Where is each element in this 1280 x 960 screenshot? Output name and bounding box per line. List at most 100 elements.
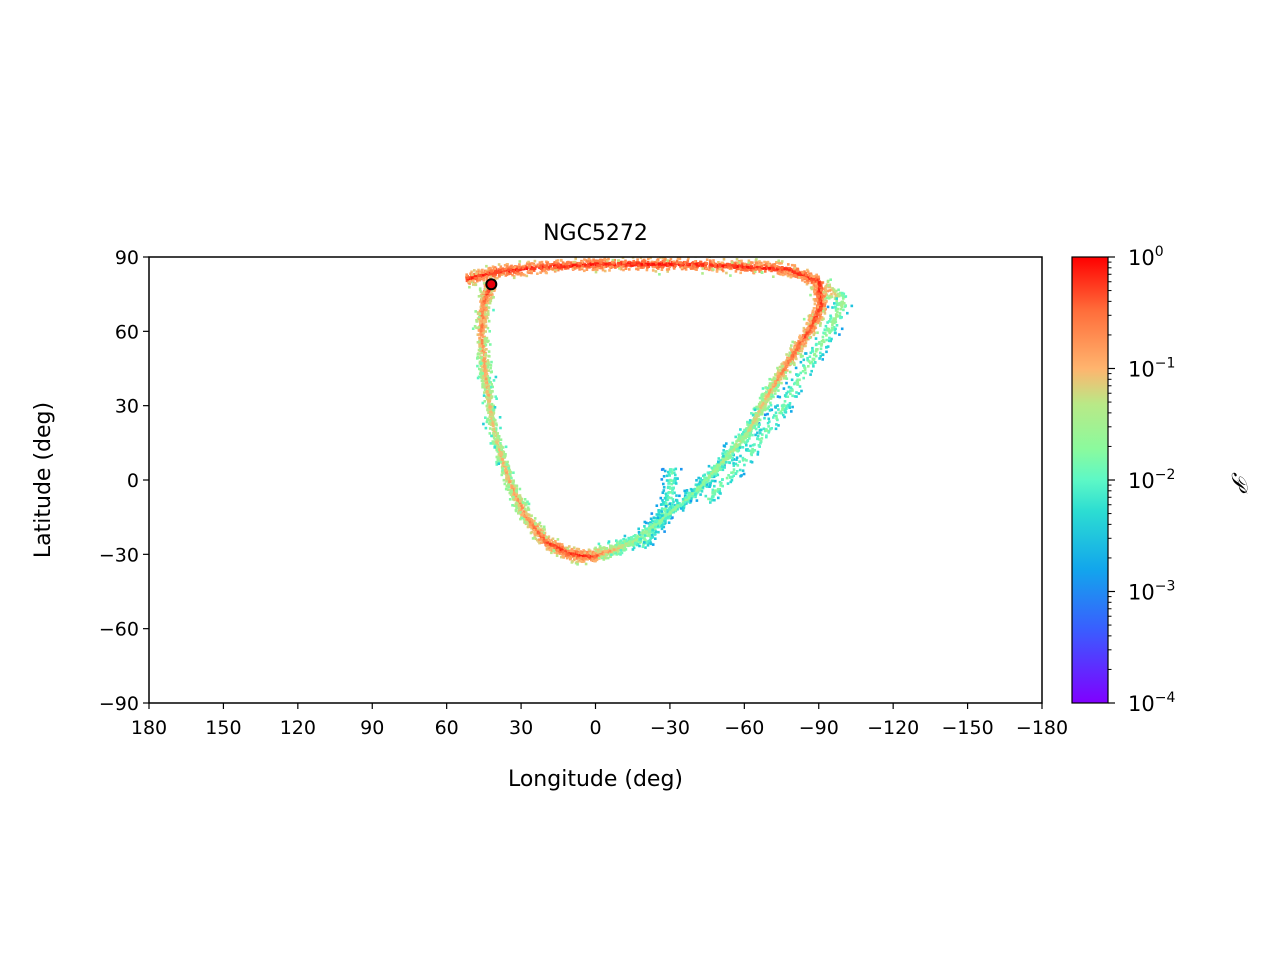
stream-branch-2-point [840,304,843,308]
stream-halo-point [746,439,750,442]
stream-halo-point [489,370,493,374]
stream-halo-point [523,498,527,501]
stream-core-point [466,276,469,280]
stream-halo-point [593,268,597,271]
stream-core-point [600,264,603,268]
stream-halo-point [645,268,649,272]
stream-halo-point [681,509,685,512]
stream-core-point [801,342,805,345]
stream-halo-point [479,364,483,367]
stream-core-point [666,510,670,514]
stream-core-point [771,266,775,270]
stream-core-point [818,297,821,301]
stream-core-point [773,388,776,391]
stream-core-point [754,415,757,419]
stream-core-point [817,292,821,296]
stream-halo-point [724,455,728,459]
stream-halo-point [534,537,538,541]
stream-halo-point [598,266,602,270]
stream-halo-point [525,503,528,506]
stream-halo-point [764,270,767,273]
stream-halo-point [517,512,520,515]
stream-halo-point [513,274,516,278]
stream-halo-point [812,333,816,337]
stream-halo-point [485,315,488,318]
stream-halo-point [717,457,721,460]
stream-core-point [580,266,584,270]
stream-core-point [816,298,820,302]
stream-branch-1-point [660,478,664,481]
stream-halo-point [721,468,725,472]
stream-core-point [819,287,822,290]
stream-core-point [710,474,714,478]
stream-halo-point [579,560,583,563]
stream-halo-point [791,340,794,344]
stream-branch-2-point [713,498,716,502]
stream-branch-2-point [781,406,784,409]
stream-halo-point [554,540,557,543]
stream-core-point [684,265,687,268]
stream-branch-2-point [826,289,829,293]
stream-branch-1-point [641,545,645,548]
stream-core-point [738,439,742,443]
stream-halo-point [478,360,482,364]
stream-core-point [797,351,800,355]
stream-core-point [747,429,751,433]
stream-core-point [760,263,764,267]
stream-core-point [674,506,678,509]
stream-halo-point [806,270,810,273]
stream-halo-point [766,260,770,264]
stream-halo-point [475,270,479,273]
stream-core-point [818,289,822,293]
stream-core-point [729,450,733,454]
stream-halo-point [555,551,559,555]
stream-branch-2-point [718,488,721,491]
stream-core-point [781,266,784,269]
stream-branch-1-point [662,486,666,489]
stream-branch-2-point [783,405,787,408]
stream-halo-point [735,449,739,452]
stream-halo-point [807,337,810,341]
stream-halo-point [574,257,577,260]
stream-halo-point [797,349,801,353]
stream-halo-point [606,556,610,560]
stream-branch-2-point [830,288,833,292]
stream-halo-point [512,471,515,474]
stream-halo-point [813,302,817,306]
stream-core-point [498,272,502,275]
stream-halo-point [770,378,774,381]
stream-core-point [654,263,657,266]
stream-halo-point [784,272,787,276]
stream-core-point [778,378,781,381]
stream-branch-2-point [829,314,832,318]
stream-halo-point [770,391,774,395]
stream-halo-point [638,544,641,548]
stream-branch-2-point [831,319,835,322]
stream-branch-2-point [791,394,794,398]
stream-core-point [617,264,620,267]
stream-core-point [707,476,711,479]
stream-branch-2-point [797,392,801,395]
stream-branch-2-point [811,349,814,352]
stream-halo-point [538,521,542,525]
stream-branch-2-point [732,462,735,465]
stream-core-point [572,260,575,264]
stream-halo-point [564,267,567,270]
stream-core-point [815,312,819,315]
stream-core-point [635,263,638,267]
stream-branch-2-point [826,280,830,283]
stream-core-point [642,263,646,267]
stream-halo-point [682,266,685,270]
stream-halo-point [579,550,583,553]
stream-branch-2-point [735,470,739,473]
stream-halo-point [652,516,656,519]
stream-halo-point [602,546,606,549]
stream-core-point [576,266,580,269]
stream-halo-point [585,268,589,271]
stream-core-point [752,426,755,429]
stream-halo-point [799,353,803,356]
stream-halo-point [671,505,675,508]
stream-branch-2-point [840,300,844,304]
stream-halo-point [524,264,527,268]
stream-core-point [808,279,812,282]
